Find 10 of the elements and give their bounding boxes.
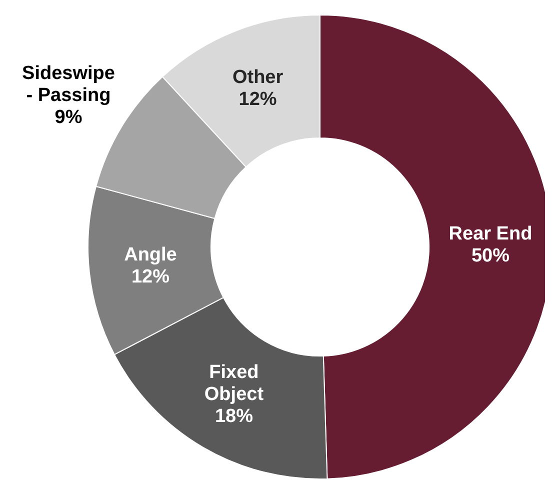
slice-label: Rear End [448, 222, 532, 244]
data-label: 12% [238, 88, 277, 110]
data-label: 9% [54, 106, 82, 128]
slice-label: Fixed Object [204, 362, 264, 405]
slice-label: Other [232, 66, 284, 88]
slice-label: Angle [124, 244, 177, 266]
data-label: 18% [214, 406, 254, 427]
slice-label: Sideswipe - Passing [22, 62, 115, 106]
data-label: 50% [471, 244, 510, 266]
data-label: 12% [131, 266, 170, 288]
